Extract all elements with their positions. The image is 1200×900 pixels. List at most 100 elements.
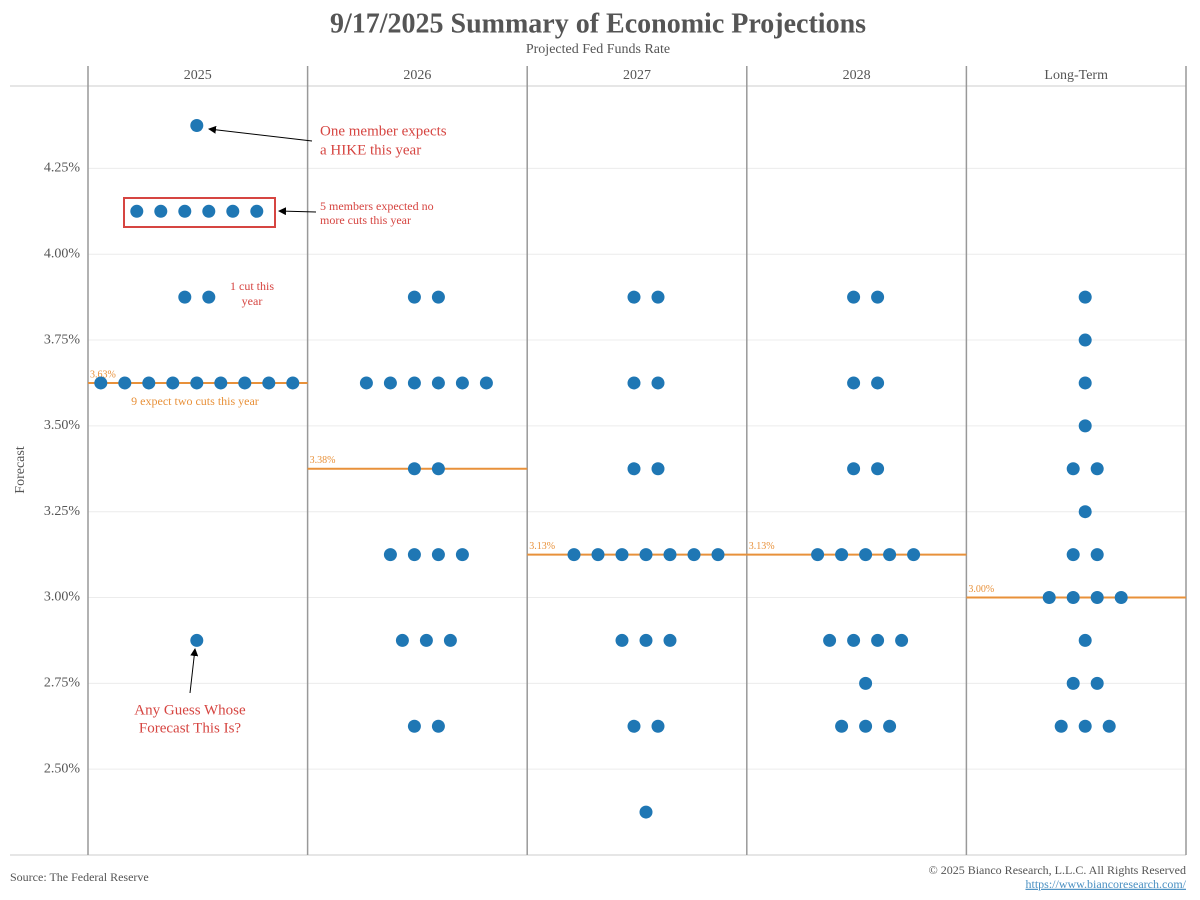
dot bbox=[895, 633, 909, 647]
annotation: 5 members expected no bbox=[320, 199, 434, 213]
dot bbox=[190, 376, 204, 390]
dot bbox=[431, 719, 445, 733]
source: Source: The Federal Reserve bbox=[10, 870, 149, 884]
y-tick-label: 3.25% bbox=[44, 504, 81, 519]
copyright: © 2025 Bianco Research, L.L.C. All Right… bbox=[929, 863, 1186, 877]
annotation: Any Guess Whose bbox=[134, 702, 246, 718]
annotation: Forecast This Is? bbox=[139, 720, 242, 736]
dot bbox=[823, 633, 837, 647]
dot bbox=[431, 462, 445, 476]
dot bbox=[847, 376, 861, 390]
dot bbox=[202, 204, 216, 218]
dot bbox=[871, 290, 885, 304]
arrow bbox=[189, 648, 199, 694]
dot bbox=[1078, 633, 1092, 647]
dot bbox=[286, 376, 300, 390]
dot bbox=[663, 633, 677, 647]
dot bbox=[455, 548, 469, 562]
dot bbox=[627, 376, 641, 390]
annotations: One member expects a HIKE this year 5 me… bbox=[123, 123, 447, 736]
dot bbox=[395, 633, 409, 647]
dot bbox=[1090, 591, 1104, 605]
dot bbox=[226, 204, 240, 218]
dot bbox=[1090, 548, 1104, 562]
y-axis-label: Forecast bbox=[13, 446, 28, 494]
dot bbox=[94, 376, 108, 390]
median-label: 3.00% bbox=[968, 584, 994, 595]
dot bbox=[443, 633, 457, 647]
dot bbox=[1078, 719, 1092, 733]
dot bbox=[1078, 505, 1092, 519]
dot bbox=[1066, 548, 1080, 562]
dot bbox=[407, 290, 421, 304]
dot bbox=[907, 548, 921, 562]
median-label: 3.13% bbox=[529, 541, 555, 552]
panel-label: 2027 bbox=[623, 68, 651, 83]
highlight-box bbox=[123, 197, 276, 228]
dot bbox=[627, 462, 641, 476]
annotation: 9 expect two cuts this year bbox=[131, 394, 259, 408]
dot bbox=[835, 548, 849, 562]
dot bbox=[407, 719, 421, 733]
dot bbox=[847, 462, 861, 476]
chart-subtitle: Projected Fed Funds Rate bbox=[526, 42, 670, 57]
dot bbox=[627, 719, 641, 733]
y-tick-label: 3.00% bbox=[44, 590, 81, 605]
annotation: One member expects bbox=[320, 123, 447, 139]
dot bbox=[1042, 591, 1056, 605]
dot bbox=[871, 376, 885, 390]
plot-area: 2.50% 2.75% 3.00% 3.25% 3.50% 3.75% 4.00% 4.25%… bbox=[10, 66, 1187, 856]
dot bbox=[651, 462, 665, 476]
dot bbox=[154, 204, 168, 218]
annotation: a HIKE this year bbox=[320, 142, 421, 158]
dot bbox=[262, 376, 276, 390]
dot bbox=[1114, 591, 1128, 605]
url-link[interactable]: https://www.biancoresearch.com/ bbox=[1025, 877, 1186, 891]
dot bbox=[190, 633, 204, 647]
dot bbox=[1066, 676, 1080, 690]
arrow bbox=[208, 125, 313, 142]
dot bbox=[847, 290, 861, 304]
dot bbox=[639, 548, 653, 562]
panel-label: Long-Term bbox=[1044, 68, 1108, 83]
dot bbox=[166, 376, 180, 390]
dot bbox=[479, 376, 493, 390]
median-label: 3.13% bbox=[749, 541, 775, 552]
dot bbox=[687, 548, 701, 562]
dot bbox=[1066, 462, 1080, 476]
dot bbox=[627, 290, 641, 304]
dot bbox=[250, 204, 264, 218]
dot bbox=[651, 290, 665, 304]
dot bbox=[419, 633, 433, 647]
median-label: 3.38% bbox=[310, 455, 336, 466]
dot bbox=[711, 548, 725, 562]
y-tick-label: 2.50% bbox=[44, 761, 81, 776]
dot bbox=[1078, 290, 1092, 304]
y-tick-label: 3.75% bbox=[44, 332, 81, 347]
dot bbox=[859, 676, 873, 690]
dot bbox=[883, 548, 897, 562]
dot bbox=[591, 548, 605, 562]
annotation: 1 cut this bbox=[230, 279, 274, 293]
y-tick-label: 4.25% bbox=[44, 161, 81, 176]
dot bbox=[431, 376, 445, 390]
dot bbox=[615, 548, 629, 562]
dot bbox=[178, 290, 192, 304]
dot bbox=[663, 548, 677, 562]
panel-label: 2026 bbox=[403, 68, 431, 83]
chart-title: 9/17/2025 Summary of Economic Projection… bbox=[330, 8, 866, 39]
dot bbox=[615, 633, 629, 647]
dot bbox=[847, 633, 861, 647]
dot bbox=[190, 118, 204, 132]
dot bbox=[811, 548, 825, 562]
dot bbox=[178, 204, 192, 218]
dot bbox=[238, 376, 252, 390]
dot bbox=[651, 719, 665, 733]
y-tick-label: 4.00% bbox=[44, 246, 81, 261]
dot bbox=[567, 548, 581, 562]
y-tick-label: 2.75% bbox=[44, 676, 81, 691]
dot bbox=[1054, 719, 1068, 733]
dot bbox=[883, 719, 897, 733]
dot bbox=[383, 376, 397, 390]
